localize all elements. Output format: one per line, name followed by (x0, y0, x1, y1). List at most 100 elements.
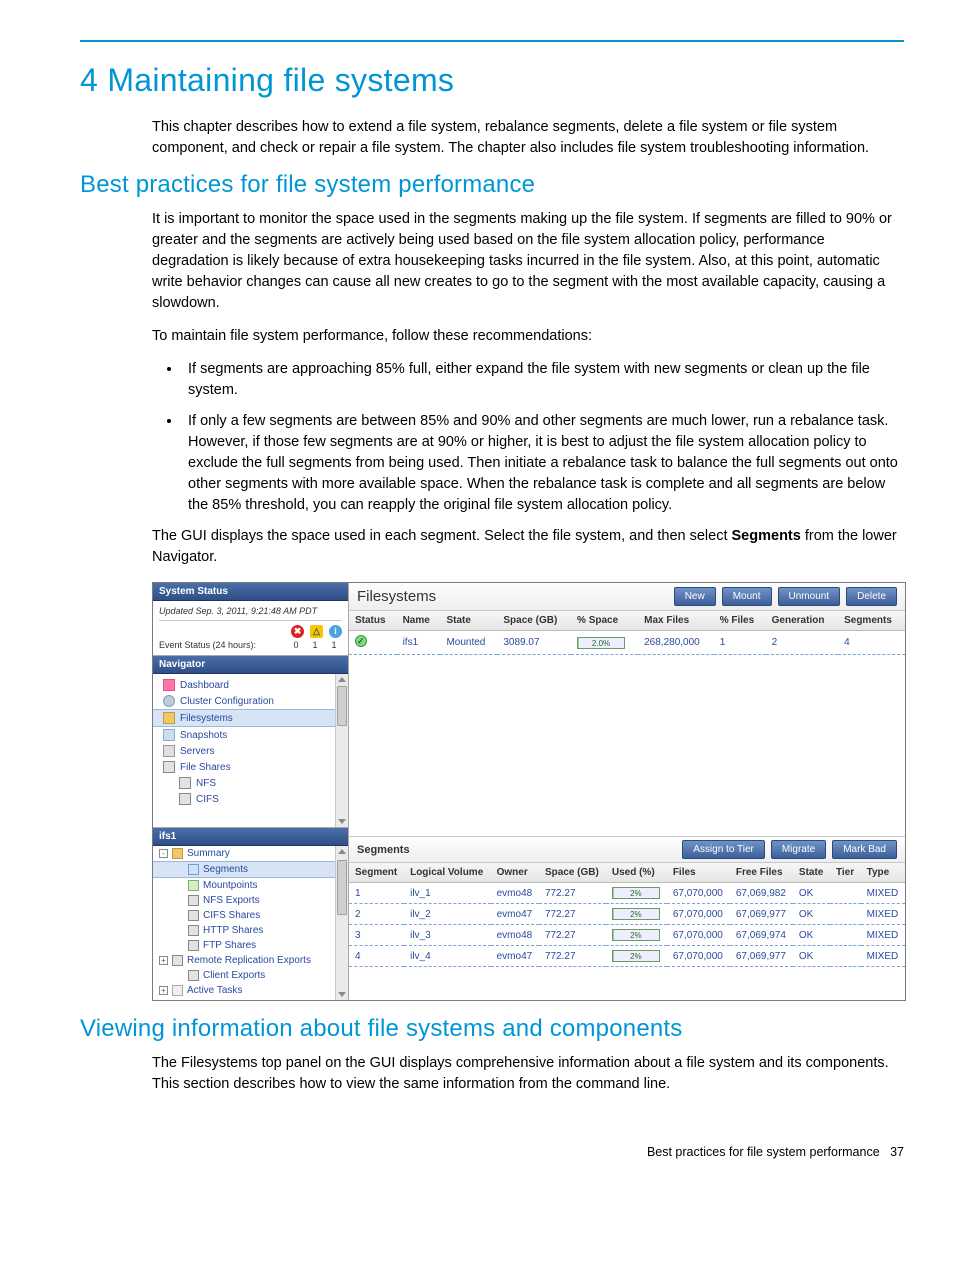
unmount-button[interactable]: Unmount (778, 587, 841, 606)
tree-item[interactable]: Client Exports (153, 968, 335, 983)
seg-used: 2% (606, 883, 667, 904)
fs-column-header[interactable]: State (440, 611, 497, 631)
viewing-para: The Filesystems top panel on the GUI dis… (152, 1053, 904, 1095)
navigator-scrollbar[interactable] (335, 674, 348, 827)
nav-item[interactable]: Dashboard (153, 677, 335, 693)
lower-nav-header: ifs1 (153, 828, 348, 846)
segments-panel: Segments Assign to Tier Migrate Mark Bad… (349, 836, 905, 1000)
lower-navigator: ifs1 -SummarySegments Mountpoints NFS Expo… (153, 828, 348, 1000)
tree-item[interactable]: HTTP Shares (153, 923, 335, 938)
error-icon: ✖ (291, 625, 304, 638)
used-pct-bar: 2% (612, 887, 660, 899)
assign-tier-button[interactable]: Assign to Tier (682, 840, 765, 859)
fs-column-header[interactable]: Name (397, 611, 441, 631)
ni-gear-icon (163, 695, 175, 707)
segments-table-row[interactable]: 2ilv_2evmo47772.272%67,070,00067,069,977… (349, 904, 905, 925)
seg-used: 2% (606, 925, 667, 946)
nav-item[interactable]: Snapshots (153, 727, 335, 743)
ni-share-icon (188, 970, 199, 981)
tree-item[interactable]: +Active Tasks (153, 983, 335, 998)
tree-toggle-icon[interactable]: + (159, 956, 168, 965)
tree-item[interactable]: FTP Shares (153, 938, 335, 953)
seg-lv: ilv_3 (404, 925, 491, 946)
used-pct-bar: 2% (612, 908, 660, 920)
ni-dash-icon (163, 679, 175, 691)
seg-column-header[interactable]: Type (861, 863, 905, 883)
nav-item[interactable]: CIFS (153, 791, 335, 807)
tree-item[interactable]: CIFS Shares (153, 908, 335, 923)
fs-column-header[interactable]: Segments (838, 611, 905, 631)
ni-share-icon (188, 895, 199, 906)
seg-column-header[interactable]: Space (GB) (539, 863, 606, 883)
event-counts-row: Event Status (24 hours): 0 1 1 (159, 640, 342, 650)
segments-table: SegmentLogical VolumeOwnerSpace (GB)Used… (349, 863, 905, 967)
fs-column-header[interactable]: % Space (571, 611, 638, 631)
segments-header-bar: Segments Assign to Tier Migrate Mark Bad (349, 836, 905, 863)
nav-item[interactable]: Filesystems (153, 709, 335, 727)
ni-snap-icon (163, 729, 175, 741)
fs-column-header[interactable]: Max Files (638, 611, 714, 631)
seg-column-header[interactable]: Segment (349, 863, 404, 883)
seg-files: 67,070,000 (667, 883, 730, 904)
new-button[interactable]: New (674, 587, 716, 606)
updated-timestamp: Updated Sep. 3, 2011, 9:21:48 AM PDT (159, 606, 342, 621)
filesystems-table-header: StatusNameStateSpace (GB)% SpaceMax File… (349, 611, 905, 631)
info-icon: i (329, 625, 342, 638)
mark-bad-button[interactable]: Mark Bad (832, 840, 897, 859)
segments-table-row[interactable]: 3ilv_3evmo48772.272%67,070,00067,069,974… (349, 925, 905, 946)
lower-nav-scrollbar[interactable] (335, 846, 348, 1000)
nav-item[interactable]: File Shares (153, 759, 335, 775)
mount-button[interactable]: Mount (722, 587, 772, 606)
seg-lv: ilv_1 (404, 883, 491, 904)
tree-item[interactable]: NFS Exports (153, 893, 335, 908)
delete-button[interactable]: Delete (846, 587, 897, 606)
footer-text: Best practices for file system performan… (647, 1145, 880, 1159)
tree-item-label: Remote Replication Exports (187, 955, 311, 966)
seg-column-header[interactable]: Used (%) (606, 863, 667, 883)
tree-item[interactable]: + Remote Replication Exports (153, 953, 335, 968)
tree-item-label: Mountpoints (203, 880, 257, 891)
seg-column-header[interactable]: Owner (491, 863, 539, 883)
nav-item[interactable]: Servers (153, 743, 335, 759)
fs-column-header[interactable]: Space (GB) (497, 611, 571, 631)
lower-nav-tree: -SummarySegments Mountpoints NFS ExportsCI… (153, 846, 335, 1000)
seg-column-header[interactable]: Files (667, 863, 730, 883)
fs-state: Mounted (440, 631, 497, 655)
fs-maxfiles: 268,280,000 (638, 631, 714, 655)
fs-name: ifs1 (397, 631, 441, 655)
filesystems-table-row[interactable]: ifs1 Mounted 3089.07 2.0% 268,280,000 1 (349, 631, 905, 655)
seg-owner: evmo48 (491, 883, 539, 904)
tree-item[interactable]: -Summary (153, 846, 335, 861)
seg-column-header[interactable]: Tier (830, 863, 861, 883)
segments-table-row[interactable]: 1ilv_1evmo48772.272%67,070,00067,069,982… (349, 883, 905, 904)
navigator-body: DashboardCluster ConfigurationFilesystem… (153, 674, 348, 828)
navigator-list: DashboardCluster ConfigurationFilesystem… (153, 674, 335, 827)
tree-item[interactable]: Mountpoints (153, 878, 335, 893)
fs-column-header[interactable]: Status (349, 611, 397, 631)
fs-column-header[interactable]: Generation (766, 611, 838, 631)
tree-item[interactable]: Segments (153, 861, 335, 878)
chapter-title-text: Maintaining file systems (107, 62, 454, 98)
nav-item[interactable]: Cluster Configuration (153, 693, 335, 709)
ni-share-icon (188, 940, 199, 951)
migrate-button[interactable]: Migrate (771, 840, 826, 859)
seg-tier (830, 946, 861, 967)
seg-column-header[interactable]: State (793, 863, 830, 883)
seg-state: OK (793, 883, 830, 904)
fs-column-header[interactable]: % Files (714, 611, 766, 631)
filesystems-header-bar: Filesystems New Mount Unmount Delete (349, 583, 905, 611)
seg-files: 67,070,000 (667, 904, 730, 925)
nav-item[interactable]: NFS (153, 775, 335, 791)
page-footer: Best practices for file system performan… (80, 1145, 904, 1159)
chapter-title: 4 Maintaining file systems (80, 62, 904, 99)
used-pct-bar: 2% (612, 929, 660, 941)
seg-column-header[interactable]: Free Files (730, 863, 793, 883)
segments-table-row[interactable]: 4ilv_4evmo47772.272%67,070,00067,069,977… (349, 946, 905, 967)
seg-column-header[interactable]: Logical Volume (404, 863, 491, 883)
status-cell (349, 631, 397, 655)
left-column: System Status Updated Sep. 3, 2011, 9:21… (153, 583, 349, 1000)
tree-toggle-icon[interactable]: - (159, 849, 168, 858)
tree-toggle-icon[interactable]: + (159, 986, 168, 995)
seg-tier (830, 904, 861, 925)
nav-item-label: NFS (196, 778, 216, 789)
